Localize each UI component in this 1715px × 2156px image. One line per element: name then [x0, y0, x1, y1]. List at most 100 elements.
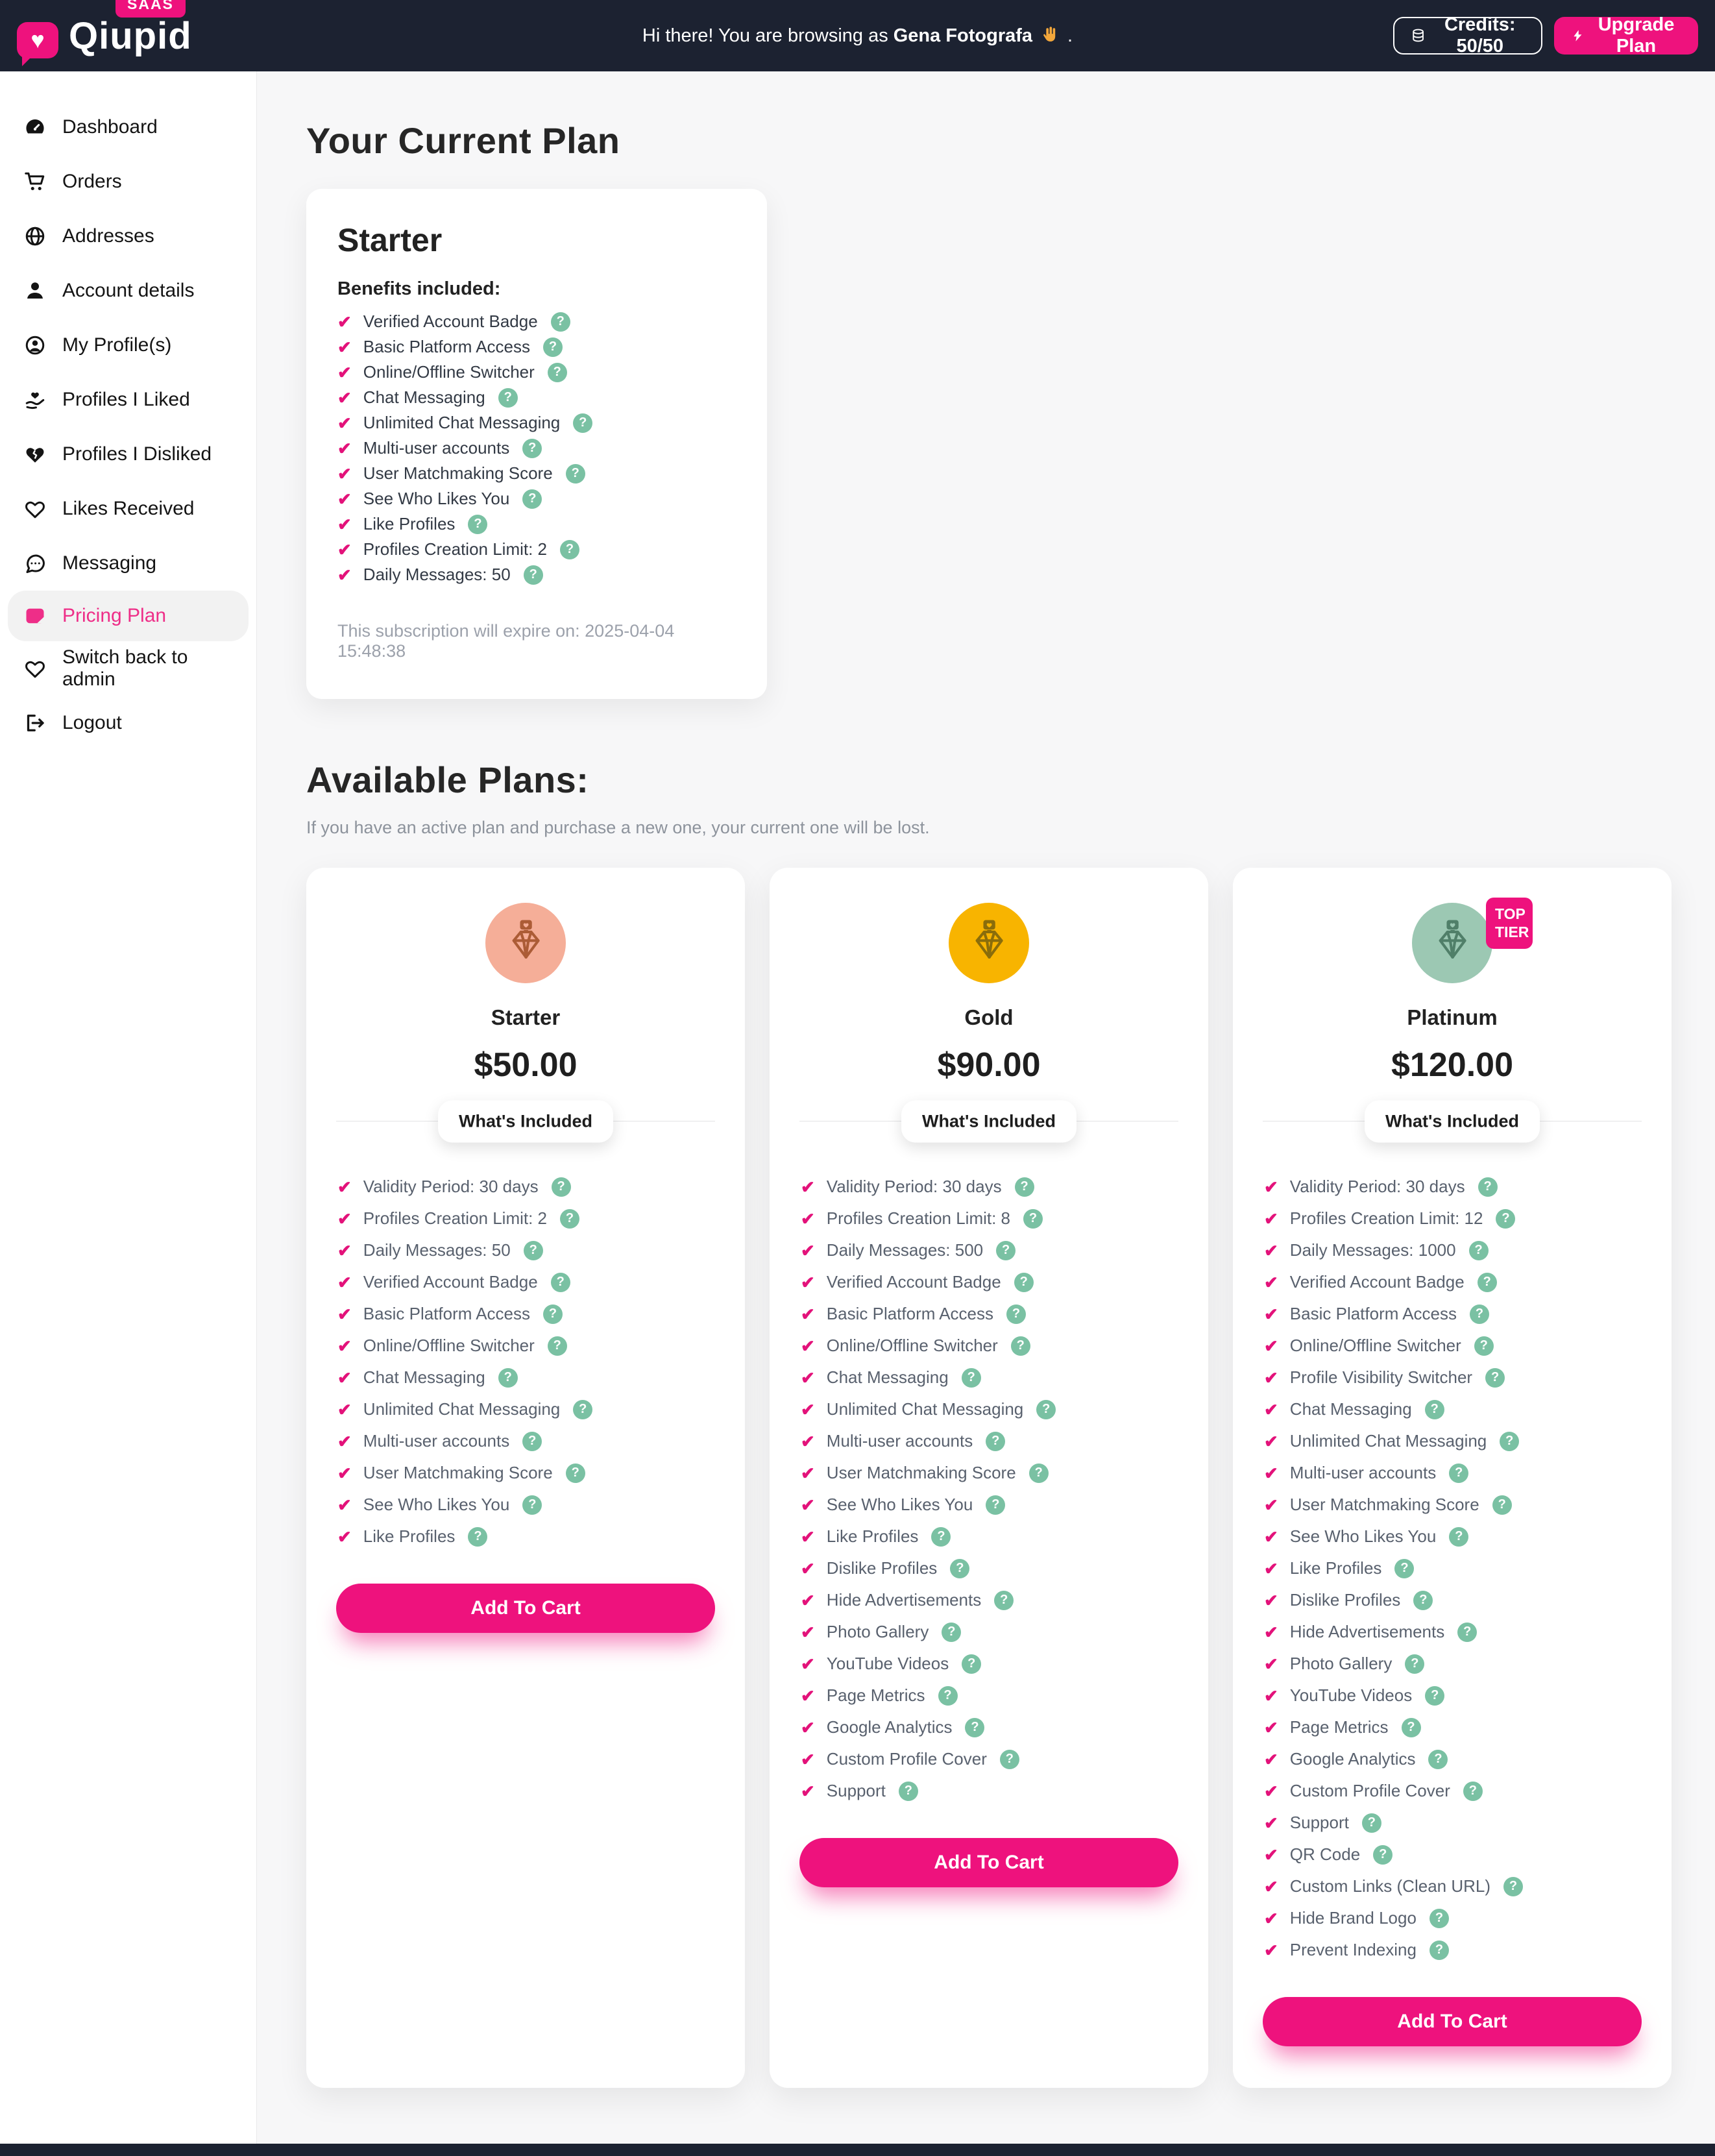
sidebar-item-likes-received[interactable]: Likes Received [0, 482, 256, 536]
help-icon[interactable]: ? [999, 1749, 1019, 1769]
sidebar-item-orders[interactable]: Orders [0, 154, 256, 209]
help-icon[interactable]: ? [1474, 1336, 1494, 1356]
sidebar-item-dashboard[interactable]: Dashboard [0, 100, 256, 154]
help-icon[interactable]: ? [522, 1431, 542, 1451]
help-icon[interactable]: ? [1429, 1908, 1449, 1928]
help-icon[interactable]: ? [550, 312, 570, 332]
add-to-cart-button-gold[interactable]: Add To Cart [799, 1838, 1178, 1887]
help-icon[interactable]: ? [468, 514, 488, 534]
help-icon[interactable]: ? [543, 337, 563, 357]
check-icon: ✔ [1264, 1558, 1278, 1578]
help-icon[interactable]: ? [1457, 1622, 1478, 1642]
sidebar-item-label: Profiles I Disliked [62, 443, 212, 465]
help-icon[interactable]: ? [996, 1240, 1016, 1260]
help-icon[interactable]: ? [962, 1654, 982, 1674]
help-icon[interactable]: ? [1036, 1399, 1056, 1419]
help-icon[interactable]: ? [1428, 1749, 1448, 1769]
help-icon[interactable]: ? [950, 1558, 970, 1578]
feature-item: ✔ Custom Profile Cover? [801, 1743, 1177, 1775]
feature-item: ✔ Multi-user accounts? [337, 1425, 714, 1457]
check-icon: ✔ [801, 1590, 815, 1610]
help-icon[interactable]: ? [942, 1622, 962, 1642]
sidebar-item-my-profile-s[interactable]: My Profile(s) [0, 318, 256, 373]
help-icon[interactable]: ? [547, 362, 567, 382]
help-icon[interactable]: ? [468, 1526, 488, 1547]
help-icon[interactable]: ? [1468, 1240, 1489, 1260]
help-icon[interactable]: ? [1373, 1844, 1393, 1865]
help-icon[interactable]: ? [1478, 1177, 1498, 1197]
greeting-suffix: . [1067, 25, 1073, 46]
help-icon[interactable]: ? [565, 1463, 585, 1483]
help-icon[interactable]: ? [1006, 1304, 1026, 1324]
sidebar-item-profiles-i-disliked[interactable]: Profiles I Disliked [0, 427, 256, 482]
help-icon[interactable]: ? [523, 1240, 543, 1260]
check-icon: ✔ [337, 387, 352, 408]
sidebar-item-pricing-plan[interactable]: Pricing Plan [8, 591, 249, 641]
help-icon[interactable]: ? [522, 489, 542, 509]
whats-included-pill[interactable]: What's Included [901, 1100, 1076, 1143]
help-icon[interactable]: ? [1424, 1399, 1444, 1419]
help-icon[interactable]: ? [523, 565, 543, 585]
credits-button[interactable]: Credits: 50/50 [1393, 14, 1543, 56]
help-icon[interactable]: ? [1028, 1463, 1049, 1483]
help-icon[interactable]: ? [550, 1272, 570, 1292]
help-icon[interactable]: ? [498, 1367, 518, 1388]
help-icon[interactable]: ? [938, 1685, 958, 1706]
sidebar-item-profiles-i-liked[interactable]: Profiles I Liked [0, 373, 256, 427]
help-icon[interactable]: ? [1394, 1558, 1415, 1578]
upgrade-plan-button[interactable]: Upgrade Plan [1554, 14, 1698, 56]
help-icon[interactable]: ? [1361, 1813, 1381, 1833]
help-icon[interactable]: ? [1425, 1685, 1445, 1706]
help-icon[interactable]: ? [1014, 1177, 1034, 1197]
help-icon[interactable]: ? [551, 1177, 571, 1197]
help-icon[interactable]: ? [1470, 1304, 1489, 1324]
add-to-cart-button-platinum[interactable]: Add To Cart [1263, 1997, 1642, 2046]
whats-included-pill[interactable]: What's Included [438, 1100, 613, 1143]
help-icon[interactable]: ? [1449, 1526, 1469, 1547]
help-icon[interactable]: ? [1014, 1272, 1034, 1292]
help-icon[interactable]: ? [560, 539, 580, 559]
sidebar-item-logout[interactable]: Logout [0, 696, 256, 750]
help-icon[interactable]: ? [1413, 1590, 1433, 1610]
add-to-cart-button-starter[interactable]: Add To Cart [336, 1584, 715, 1633]
help-icon[interactable]: ? [1023, 1208, 1043, 1229]
globe-icon [23, 225, 47, 248]
help-icon[interactable]: ? [994, 1590, 1014, 1610]
help-icon[interactable]: ? [1449, 1463, 1469, 1483]
available-plans-title: Available Plans: [306, 759, 589, 800]
help-icon[interactable]: ? [1401, 1717, 1421, 1737]
help-icon[interactable]: ? [565, 463, 585, 484]
help-icon[interactable]: ? [573, 1399, 593, 1419]
feature-item: ✔ Chat Messaging? [337, 1362, 714, 1393]
help-icon[interactable]: ? [961, 1367, 981, 1388]
help-icon[interactable]: ? [931, 1526, 951, 1547]
help-icon[interactable]: ? [1496, 1208, 1516, 1229]
help-icon[interactable]: ? [1405, 1654, 1425, 1674]
help-icon[interactable]: ? [522, 438, 542, 458]
help-icon[interactable]: ? [1492, 1495, 1512, 1515]
sidebar-item-switch-back-to-admin[interactable]: Switch back to admin [0, 641, 256, 696]
help-icon[interactable]: ? [986, 1495, 1006, 1515]
feature-label: Profiles Creation Limit: 2 [363, 1208, 548, 1228]
help-icon[interactable]: ? [1500, 1431, 1520, 1451]
sidebar-item-addresses[interactable]: Addresses [0, 209, 256, 263]
sidebar-item-account-details[interactable]: Account details [0, 263, 256, 318]
help-icon[interactable]: ? [1429, 1940, 1449, 1960]
help-icon[interactable]: ? [965, 1717, 985, 1737]
brand[interactable]: ♥ Qiupid SAAS [17, 0, 322, 66]
help-icon[interactable]: ? [543, 1304, 563, 1324]
help-icon[interactable]: ? [1503, 1876, 1524, 1896]
help-icon[interactable]: ? [1463, 1781, 1483, 1801]
help-icon[interactable]: ? [498, 387, 518, 408]
sidebar-item-messaging[interactable]: Messaging [0, 536, 256, 591]
help-icon[interactable]: ? [1477, 1272, 1497, 1292]
help-icon[interactable]: ? [573, 413, 593, 433]
help-icon[interactable]: ? [522, 1495, 542, 1515]
help-icon[interactable]: ? [898, 1781, 918, 1801]
whats-included-pill[interactable]: What's Included [1365, 1100, 1540, 1143]
help-icon[interactable]: ? [1010, 1336, 1030, 1356]
help-icon[interactable]: ? [560, 1208, 580, 1229]
help-icon[interactable]: ? [986, 1431, 1006, 1451]
help-icon[interactable]: ? [1485, 1367, 1505, 1388]
help-icon[interactable]: ? [547, 1336, 567, 1356]
